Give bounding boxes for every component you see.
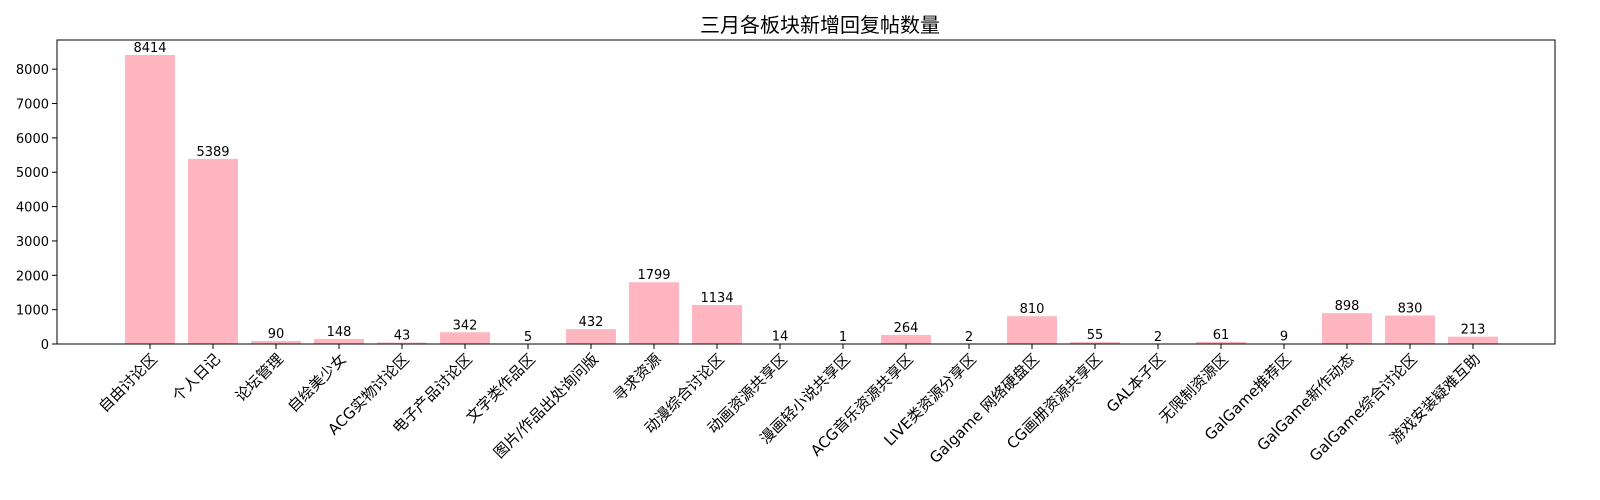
bar-value-label: 1: [839, 330, 847, 345]
bar-value-label: 432: [579, 315, 604, 330]
bar: [1322, 313, 1372, 344]
plot-frame: [57, 40, 1555, 344]
y-tick-label: 8000: [16, 63, 49, 78]
y-tick-label: 3000: [16, 235, 49, 250]
bar-value-label: 898: [1335, 299, 1360, 314]
bar-value-label: 2: [965, 330, 973, 345]
bar: [125, 55, 175, 344]
x-category-label: 自由讨论区: [95, 350, 161, 416]
x-category-label: GAL本子区: [1103, 350, 1169, 416]
bar-value-label: 90: [268, 327, 285, 342]
bar-value-label: 342: [453, 318, 478, 333]
bar: [881, 335, 931, 344]
bar: [1007, 316, 1057, 344]
bar-value-label: 9: [1280, 330, 1288, 345]
bar-value-label: 5389: [196, 145, 229, 160]
bar-value-label: 830: [1398, 301, 1423, 316]
bar-value-label: 61: [1213, 328, 1230, 343]
bar-value-label: 43: [394, 329, 411, 344]
bar-value-label: 264: [894, 321, 919, 336]
y-tick-label: 4000: [16, 201, 49, 216]
x-category-label: 自绘美少女: [284, 350, 350, 416]
bar: [188, 159, 238, 344]
x-category-label: GalGame综合讨论区: [1306, 350, 1421, 465]
value-labels-group: 8414 5389 90 148 43 342 5 432 1799 1134 14 1 264 2 810…: [133, 41, 1485, 345]
bar: [629, 282, 679, 344]
bar-value-label: 8414: [133, 41, 166, 56]
bar-value-label: 2: [1154, 330, 1162, 345]
bar-value-label: 1134: [700, 291, 733, 306]
x-category-label: 论坛管理: [232, 350, 287, 405]
y-tick-label: 0: [41, 338, 49, 353]
x-category-label: 寻求资源: [610, 350, 665, 405]
bar-value-label: 213: [1461, 323, 1486, 338]
bars-group: [125, 55, 1498, 344]
y-tick-label: 5000: [16, 166, 49, 181]
bar: [1448, 337, 1498, 344]
y-tick-label: 2000: [16, 269, 49, 284]
bar: [566, 329, 616, 344]
bar-value-label: 14: [772, 330, 789, 345]
x-category-label: 个人日记: [169, 350, 224, 405]
bar-value-label: 810: [1020, 302, 1045, 317]
chart-title: 三月各板块新增回复帖数量: [700, 13, 940, 37]
y-tick-label: 1000: [16, 304, 49, 319]
x-axis: 自由讨论区 个人日记 论坛管理自绘美少女ACG实物讨论区电子产品讨论区文字类作品区图…: [95, 344, 1484, 467]
bar-value-label: 55: [1087, 328, 1104, 343]
bar-value-label: 148: [327, 325, 352, 340]
y-tick-label: 6000: [16, 132, 49, 147]
bar: [1385, 315, 1435, 344]
x-category-label: 图片/作品出处询问版: [490, 350, 602, 462]
y-axis: 0 1000 2000 3000 4000 5000 6000 7000 8000: [16, 63, 57, 353]
y-tick-label: 7000: [16, 98, 49, 113]
bar-value-label: 5: [524, 330, 532, 345]
x-category-label: Galgame 网络硬盘区: [926, 350, 1043, 467]
bar: [440, 332, 490, 344]
bar-value-label: 1799: [637, 268, 670, 283]
bar: [692, 305, 742, 344]
